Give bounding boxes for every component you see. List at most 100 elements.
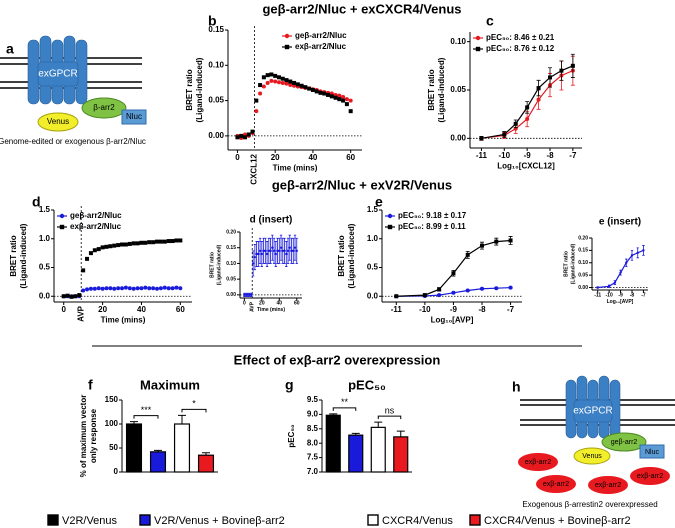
marker	[619, 271, 622, 274]
marker	[147, 286, 152, 291]
marker	[143, 240, 148, 245]
x-tick-label: 20	[259, 300, 265, 306]
marker	[104, 244, 109, 249]
y-tick-label: 7.5	[307, 453, 319, 462]
marker	[100, 286, 105, 291]
x-tick-label: 0	[61, 305, 66, 314]
y-tick-label: 0.10	[578, 260, 588, 266]
significance-bracket	[377, 415, 402, 420]
nluc-label: Nluc	[126, 112, 142, 121]
x-tick-label: -7	[569, 151, 577, 160]
nluc	[639, 444, 665, 459]
y-tick-label: 0.15	[208, 25, 224, 34]
y-axis-label: BRET ratio	[427, 69, 436, 110]
event-label: CXCL12	[250, 153, 259, 184]
panel-label: g	[285, 377, 294, 393]
series-line	[396, 239, 511, 297]
y-tick-label: 0	[114, 467, 119, 476]
marker	[257, 252, 260, 256]
y-tick-label: 0.10	[226, 261, 236, 267]
marker	[69, 294, 74, 299]
marker	[284, 78, 289, 83]
marker	[120, 286, 125, 291]
marker	[143, 285, 148, 290]
y-axis-label: (Ligand-induced)	[195, 57, 204, 122]
marker	[281, 249, 284, 253]
y-tick-label: 9.0	[307, 410, 319, 419]
marker	[116, 243, 121, 248]
marker	[326, 92, 331, 97]
receptor-label: exGPCR	[573, 406, 612, 417]
ex-arrestin-label: exβ-arr2	[637, 473, 663, 480]
marker	[394, 294, 399, 299]
marker	[348, 98, 353, 103]
marker	[288, 83, 293, 88]
y-axis-label: (Ligand-induced)	[216, 244, 222, 285]
marker	[288, 79, 293, 84]
x-axis-label: Time (mins)	[257, 307, 285, 313]
legend-label: exβ-arr2/Nluc	[295, 42, 347, 51]
x-tick-label: -10	[419, 305, 431, 314]
marker	[120, 242, 125, 247]
marker	[494, 239, 499, 244]
marker	[174, 285, 179, 290]
marker	[437, 287, 442, 292]
marker	[329, 94, 334, 99]
marker	[480, 286, 484, 291]
marker	[276, 75, 281, 80]
marker	[596, 286, 599, 289]
ex-arrestin	[630, 467, 670, 485]
legend-label: V2R/Venus	[62, 515, 118, 527]
marker	[254, 109, 259, 114]
y-tick-label: 1.5	[367, 205, 379, 214]
panel-label: f	[88, 377, 93, 393]
marker	[295, 249, 298, 253]
marker	[81, 268, 86, 273]
y-tick-label: 0.05	[226, 276, 236, 282]
y-axis-label: BRET ratio	[209, 252, 215, 278]
x-tick-label: -11	[594, 292, 601, 298]
y-axis-label: only response	[89, 408, 98, 463]
y-tick-label: 1.0	[39, 234, 51, 243]
marker	[261, 84, 266, 89]
marker	[112, 286, 117, 291]
marker	[280, 76, 285, 81]
marker	[273, 73, 278, 78]
marker	[337, 93, 342, 98]
marker	[299, 83, 304, 88]
legend-swatch	[139, 514, 151, 526]
nluc	[121, 109, 147, 125]
marker	[269, 72, 274, 77]
marker	[341, 98, 346, 103]
marker	[139, 286, 144, 291]
marker	[502, 132, 507, 137]
marker	[267, 249, 271, 253]
marker	[642, 249, 645, 252]
significance-label: ns	[385, 406, 395, 416]
marker	[322, 91, 327, 96]
significance-bracket	[332, 407, 357, 411]
marker	[536, 86, 541, 91]
legend-label: geβ-arr2/Nluc	[295, 31, 347, 40]
y-axis-label: pEC₅₀	[287, 424, 296, 448]
y-tick-label: 7.0	[307, 467, 319, 476]
marker	[242, 135, 247, 140]
bar	[370, 426, 386, 473]
section-title: geβ-arr2/Nluc + exCXCR4/Venus	[262, 1, 461, 16]
marker	[108, 244, 113, 249]
marker	[151, 240, 156, 245]
significance-label: ***	[141, 405, 152, 415]
x-axis-label: Log₁₀[AVP]	[431, 316, 474, 325]
marker	[92, 248, 97, 253]
event-label: AVP	[76, 305, 85, 322]
marker	[158, 286, 163, 291]
marker	[437, 293, 442, 298]
marker	[293, 246, 297, 249]
series-line	[396, 287, 511, 297]
marker	[246, 293, 250, 297]
marker	[451, 290, 456, 295]
x-tick-label: 60	[294, 300, 300, 306]
marker	[96, 247, 101, 252]
y-tick-label: 0.00	[226, 292, 236, 298]
y-tick-label: 0.15	[226, 245, 236, 251]
